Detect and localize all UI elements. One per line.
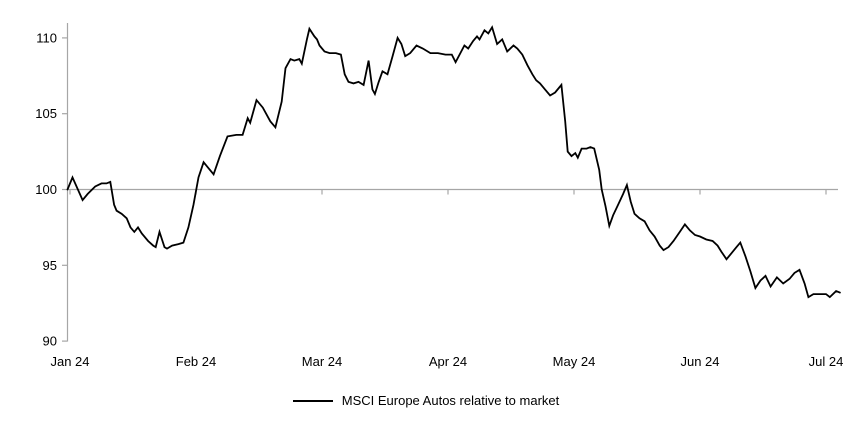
y-tick-label: 100 [35, 182, 57, 197]
legend-series-label: MSCI Europe Autos relative to market [341, 393, 560, 408]
y-tick-label: 105 [35, 106, 57, 121]
y-tick-label: 95 [43, 258, 57, 273]
y-tick-label: 110 [36, 30, 57, 45]
x-tick-label: Apr 24 [429, 354, 467, 369]
x-tick-label: Mar 24 [302, 354, 342, 369]
x-tick-label: Jun 24 [680, 354, 719, 369]
x-tick-label: Jan 24 [50, 354, 89, 369]
x-tick-label: May 24 [553, 354, 596, 369]
series-line [66, 25, 841, 299]
legend: MSCI Europe Autos relative to market [0, 393, 852, 408]
x-tick-label: Feb 24 [176, 354, 216, 369]
x-tick-label: Jul 24 [809, 354, 844, 369]
legend-line-swatch [292, 399, 333, 402]
y-tick-label: 90 [43, 334, 57, 349]
